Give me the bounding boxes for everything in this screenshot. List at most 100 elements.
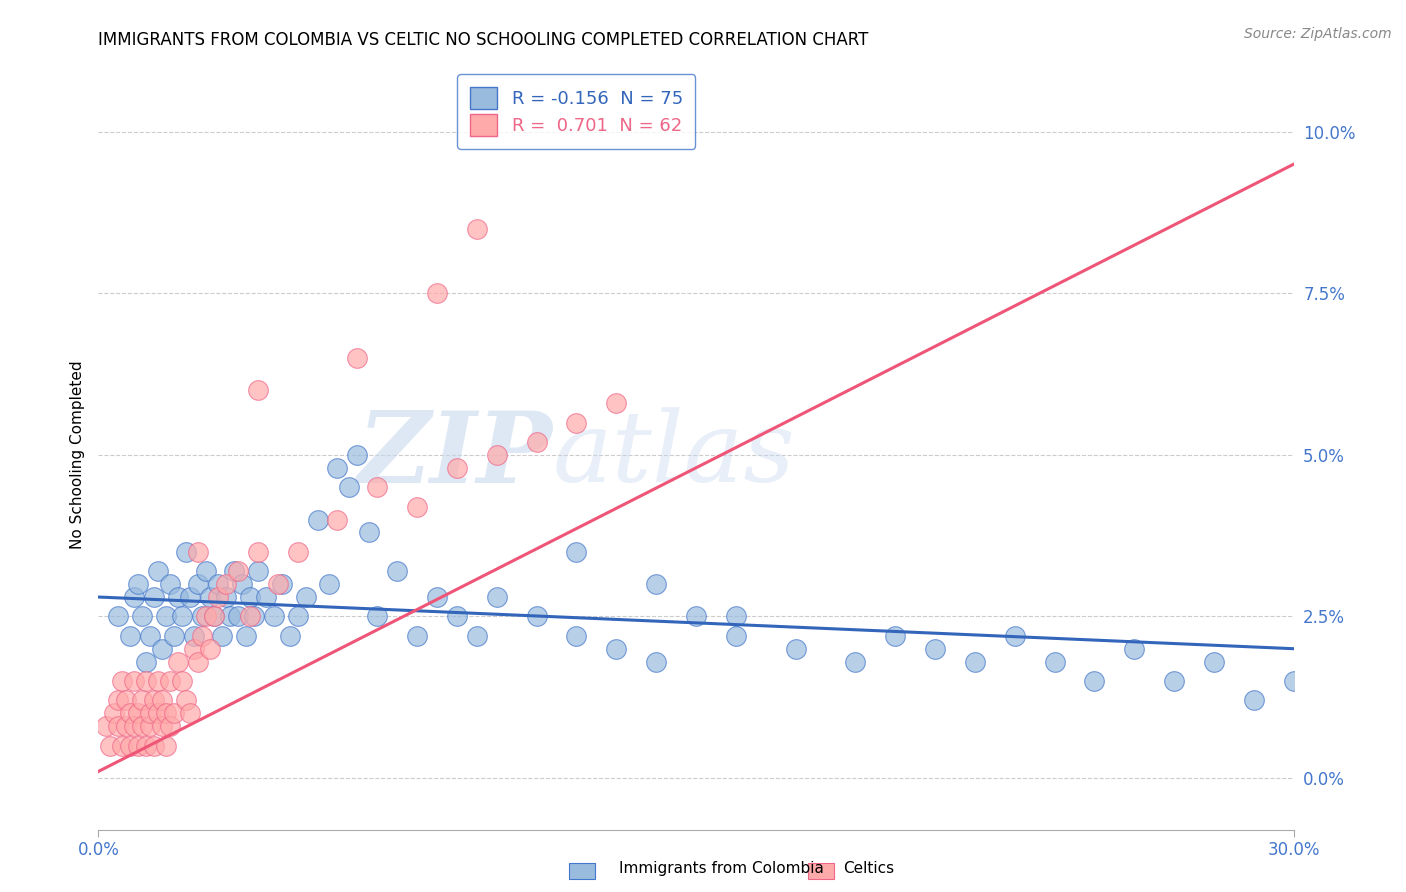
Point (215, 577, 238, 591)
Point (98, 739, 122, 753)
Point (195, 564, 218, 578)
Point (239, 609, 262, 624)
Point (148, 564, 170, 578)
Text: Source: ZipAtlas.com: Source: ZipAtlas.com (1244, 27, 1392, 41)
Point (346, 448, 368, 462)
Point (307, 512, 329, 526)
Point (231, 577, 253, 591)
Point (155, 609, 177, 624)
Point (111, 739, 134, 753)
Point (1123, 641, 1146, 656)
Point (366, 480, 388, 494)
Point (326, 512, 349, 526)
Point (235, 629, 257, 643)
Point (127, 739, 149, 753)
Point (278, 629, 301, 643)
Point (167, 590, 190, 604)
Point (485, 590, 508, 604)
Text: Immigrants from Colombia: Immigrants from Colombia (619, 861, 824, 876)
Point (526, 435, 548, 450)
Point (485, 448, 508, 462)
Point (172, 673, 194, 688)
Point (124, 673, 146, 688)
Point (139, 719, 162, 733)
Text: Celtics: Celtics (844, 861, 894, 876)
Point (426, 590, 449, 604)
Point (645, 577, 668, 591)
Point (159, 673, 181, 688)
Point (226, 609, 249, 624)
Point (135, 739, 157, 753)
Point (359, 525, 381, 540)
Point (785, 641, 807, 656)
Point (1004, 629, 1026, 643)
Point (179, 706, 201, 721)
Point (963, 655, 986, 669)
Point (207, 590, 229, 604)
Point (135, 673, 157, 688)
Point (107, 719, 129, 733)
Point (346, 351, 368, 365)
Point (120, 629, 142, 643)
Point (172, 609, 194, 624)
Point (924, 641, 946, 656)
Point (124, 590, 146, 604)
Point (198, 590, 221, 604)
Point (191, 609, 214, 624)
Point (246, 564, 269, 578)
Point (254, 590, 277, 604)
Point (1043, 655, 1066, 669)
Point (131, 609, 153, 624)
Point (215, 590, 238, 604)
Point (174, 545, 197, 559)
Point (127, 577, 149, 591)
Point (148, 706, 170, 721)
Point (263, 609, 285, 624)
Point (724, 609, 747, 624)
Point (246, 545, 269, 559)
Point (1083, 673, 1105, 688)
Point (465, 222, 488, 236)
Point (202, 609, 225, 624)
Point (426, 286, 449, 301)
Point (211, 629, 233, 643)
Point (565, 545, 588, 559)
Point (131, 719, 153, 733)
Point (446, 460, 468, 475)
Point (135, 655, 157, 669)
Point (124, 719, 146, 733)
Point (565, 629, 588, 643)
Point (107, 609, 129, 624)
Point (243, 609, 266, 624)
Point (111, 673, 134, 688)
Point (406, 629, 429, 643)
Point (645, 655, 668, 669)
Point (326, 460, 349, 475)
Point (195, 609, 218, 624)
Point (287, 609, 309, 624)
Point (150, 719, 173, 733)
Point (605, 641, 627, 656)
Point (219, 609, 242, 624)
Point (155, 739, 177, 753)
Point (115, 693, 138, 707)
Point (526, 609, 548, 624)
Point (174, 693, 197, 707)
Point (120, 706, 142, 721)
Y-axis label: No Schooling Completed: No Schooling Completed (69, 360, 84, 549)
Point (191, 629, 214, 643)
Point (294, 590, 316, 604)
Point (239, 590, 262, 604)
Point (120, 739, 142, 753)
Point (198, 641, 221, 656)
Point (103, 706, 125, 721)
Point (724, 629, 747, 643)
Point (159, 577, 181, 591)
Point (884, 629, 907, 643)
Point (183, 629, 205, 643)
Point (139, 629, 162, 643)
Point (115, 719, 138, 733)
Point (107, 693, 129, 707)
Point (163, 706, 186, 721)
Point (339, 480, 361, 494)
